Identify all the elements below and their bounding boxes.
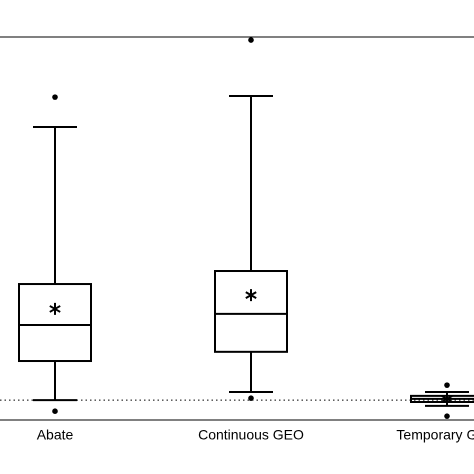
outlier [248,37,254,43]
x-tick-label: Continuous GEO [198,427,304,443]
outlier [444,413,450,419]
mean-marker [441,392,453,405]
x-tick-label: Abate [37,427,74,443]
plot-frame [0,36,474,421]
mean-marker [245,289,257,302]
outlier [444,382,450,388]
box [18,283,92,363]
mean-marker [49,302,61,315]
outlier [52,94,58,100]
outlier [52,408,58,414]
x-tick-label: Temporary GEO [396,427,474,443]
box [214,270,288,353]
outlier [248,395,254,401]
